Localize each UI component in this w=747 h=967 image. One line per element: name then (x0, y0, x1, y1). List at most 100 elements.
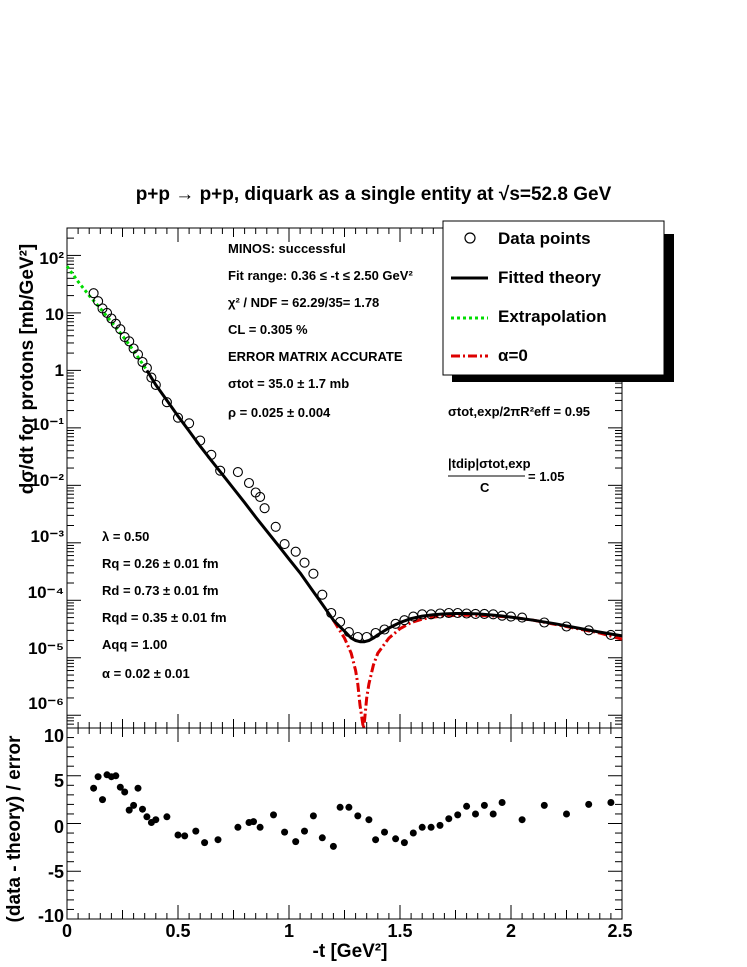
residual-point (498, 799, 506, 806)
data-point (259, 503, 270, 514)
top-series (65, 265, 623, 730)
residual-point (318, 834, 326, 842)
residual-point (607, 799, 615, 806)
x-tick-label: 1 (283, 921, 294, 941)
residual-point (99, 796, 106, 804)
residual-point (174, 831, 182, 839)
residual-point (214, 836, 222, 844)
chart-title: p+p → p+p, diquark as a single entity at… (135, 184, 612, 205)
residual-point (345, 803, 353, 811)
residual-point (309, 812, 317, 820)
data-point (172, 412, 184, 423)
data-point (361, 631, 372, 643)
residual-point (152, 816, 160, 824)
residual-point (392, 835, 400, 843)
residual-point (336, 803, 344, 811)
legend-label-fit: Fitted theory (498, 268, 601, 287)
legend-point-marker (464, 232, 476, 244)
data-point (299, 557, 310, 568)
ann-ratio2-numerator: |tdip|σtot,exp (448, 456, 531, 471)
data-point (132, 349, 144, 360)
top-y-tick-label: 10⁻¹ (30, 415, 64, 434)
ann-rqd: Rqd = 0.35 ± 0.01 fm (102, 610, 227, 625)
residual-point (372, 836, 380, 844)
residual-point (281, 828, 289, 836)
residual-point (139, 805, 146, 813)
top-y-tick-label: 10² (39, 249, 64, 268)
ann-aqq: Aqq = 1.00 (102, 637, 168, 652)
data-point (308, 568, 319, 579)
data-point (146, 372, 157, 383)
bottom-y-tick-label: 10 (43, 726, 64, 746)
data-point (370, 627, 381, 639)
bottom-y-tick-label: -5 (47, 862, 64, 882)
data-point (379, 624, 390, 635)
residual-point (472, 810, 479, 818)
legend-label-alpha0: α=0 (498, 346, 528, 365)
data-point (243, 477, 255, 489)
residual-point (436, 821, 444, 829)
ann-ratio1: σtot,exp/2πR²eff = 0.95 (448, 404, 591, 419)
residual-point (563, 810, 570, 818)
residual-point (94, 773, 102, 781)
residual-point (192, 827, 200, 835)
residual-point (143, 813, 151, 821)
residual-point (518, 816, 526, 824)
legend-label-extrap: Extrapolation (498, 307, 607, 326)
data-point (184, 418, 195, 429)
residual-point (409, 829, 417, 837)
bottom-series (90, 771, 615, 850)
x-tick-label: 1.5 (387, 921, 413, 941)
ann-minos: MINOS: successful (228, 241, 346, 256)
ann-ratio2-value: = 1.05 (528, 469, 565, 484)
data-point (561, 621, 572, 632)
data-point (317, 589, 328, 600)
data-point (115, 324, 126, 335)
top-y-tick-label: 10⁻³ (30, 527, 64, 546)
bottom-y-tick-label: -10 (37, 906, 64, 926)
top-y-tick-label: 10⁻⁶ (28, 694, 64, 713)
x-tick-label: 0 (61, 921, 72, 941)
bottom-y-tick-label: 0 (53, 817, 64, 837)
residual-point (480, 801, 488, 809)
residual-point (418, 823, 426, 831)
residual-point (90, 784, 98, 792)
alpha0-curve (332, 613, 623, 730)
data-point (206, 449, 217, 460)
residual-point (427, 823, 435, 831)
data-point (539, 617, 550, 628)
residual-point (181, 832, 189, 840)
residual-point (234, 823, 242, 831)
data-point (215, 465, 226, 476)
top-y-tick-label: 10 (45, 305, 64, 324)
ann-rd: Rd = 0.73 ± 0.01 fm (102, 583, 219, 598)
residual-point (256, 823, 264, 831)
top-y-tick-label: 1 (54, 361, 64, 380)
data-point (290, 546, 301, 557)
residual-point (400, 839, 408, 847)
data-point (124, 336, 135, 347)
data-point (335, 616, 346, 627)
residual-point (134, 784, 142, 792)
top-y-tick-label: 10⁻² (30, 471, 64, 490)
top-y-tick-label: 10⁻⁴ (27, 583, 64, 602)
extrapolation-curve (65, 265, 149, 372)
legend-box (442, 220, 665, 376)
ann-lambda: λ = 0.50 (102, 529, 150, 544)
bottom-y-tick-label: 5 (53, 771, 64, 791)
ann-fit-range: Fit range: 0.36 ≤ -t ≤ 2.50 GeV² (228, 268, 413, 283)
ann-rho: ρ = 0.025 ± 0.004 (228, 405, 331, 420)
residual-point (445, 815, 453, 823)
residual-point (381, 828, 388, 836)
residual-point (329, 842, 337, 850)
x-tick-label: 0.5 (165, 921, 191, 941)
residual-point (301, 827, 308, 835)
residual-point (292, 838, 300, 846)
residual-point (540, 801, 548, 809)
x-tick-label: 2.5 (607, 921, 633, 941)
ann-rq: Rq = 0.26 ± 0.01 fm (102, 556, 219, 571)
residual-point (163, 813, 171, 821)
residual-point (354, 812, 362, 820)
residual-point (585, 800, 593, 808)
